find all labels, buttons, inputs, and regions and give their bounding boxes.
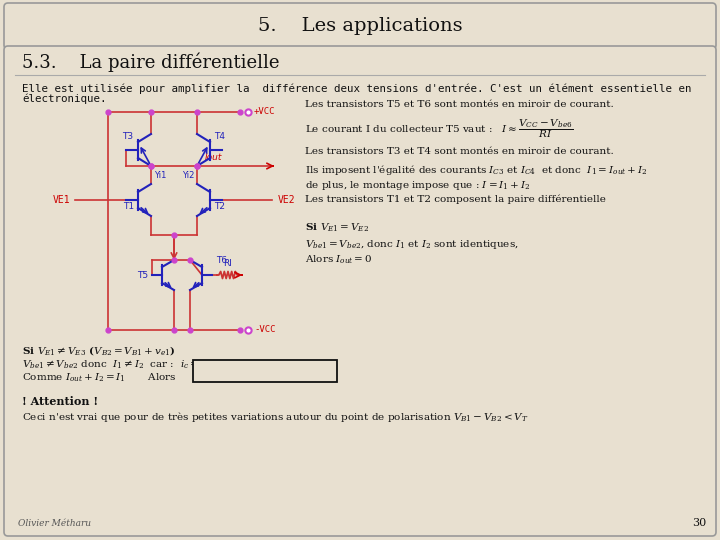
Text: RI: RI xyxy=(224,259,233,268)
Text: Si $V_{E1}=V_{E2}$: Si $V_{E1}=V_{E2}$ xyxy=(305,222,369,234)
Text: Ceci n'est vrai que pour de très petites variations autour du point de polarisat: Ceci n'est vrai que pour de très petites… xyxy=(22,410,528,424)
Text: T5: T5 xyxy=(137,271,148,280)
Text: de plus, le montage impose que : $I=I_1+I_2$: de plus, le montage impose que : $I=I_1+… xyxy=(305,179,531,192)
Text: Les transistors T3 et T4 sont montés en miroir de courant.: Les transistors T3 et T4 sont montés en … xyxy=(305,147,613,156)
Text: T1: T1 xyxy=(123,202,134,211)
Text: électronique.: électronique. xyxy=(22,94,107,105)
Text: VE2: VE2 xyxy=(278,195,296,205)
Text: T4: T4 xyxy=(215,132,225,141)
Text: $V_{be1}=V_{be2}$, donc $I_1$ et $I_2$ sont identiques,: $V_{be1}=V_{be2}$, donc $I_1$ et $I_2$ s… xyxy=(305,238,518,251)
Text: Olivier Métharu: Olivier Métharu xyxy=(18,519,91,528)
Text: Les transistors T1 et T2 composent la paire différentielle: Les transistors T1 et T2 composent la pa… xyxy=(305,195,606,205)
FancyBboxPatch shape xyxy=(193,360,337,382)
Text: T6: T6 xyxy=(216,256,227,265)
Text: Si $V_{E1}\neq V_{E3}$ ($V_{B2} = V_{B1}+v_{e1}$): Si $V_{E1}\neq V_{E3}$ ($V_{B2} = V_{B1}… xyxy=(22,344,175,357)
Text: Elle est utilisée pour amplifier la  différence deux tensions d'entrée. C'est un: Elle est utilisée pour amplifier la diff… xyxy=(22,84,691,94)
Text: +VCC: +VCC xyxy=(254,107,276,117)
Text: Ils imposent l'égalité des courants $I_{C3}$ et $I_{C4}$  et donc  $I_1=I_{out}+: Ils imposent l'égalité des courants $I_{… xyxy=(305,163,647,177)
Text: ! Attention !: ! Attention ! xyxy=(22,396,98,407)
Text: 5.3.    La paire différentielle: 5.3. La paire différentielle xyxy=(22,52,279,72)
FancyBboxPatch shape xyxy=(4,3,716,49)
Text: Les transistors T5 et T6 sont montés en miroir de courant.: Les transistors T5 et T6 sont montés en … xyxy=(305,100,613,109)
Text: Yi1: Yi1 xyxy=(154,171,166,179)
Text: Le courant I du collecteur T5 vaut :   $I \approx \dfrac{V_{CC}-V_{be6}}{RI}$: Le courant I du collecteur T5 vaut : $I … xyxy=(305,117,573,140)
Text: -VCC: -VCC xyxy=(254,326,276,334)
Text: 30: 30 xyxy=(692,518,706,528)
Text: Iout: Iout xyxy=(205,153,222,162)
Text: Yi2: Yi2 xyxy=(181,171,194,179)
Text: T2: T2 xyxy=(214,202,225,211)
Text: $I_{out} = g_m(V_{B1}-V_{B2})$: $I_{out} = g_m(V_{B1}-V_{B2})$ xyxy=(215,363,315,377)
FancyBboxPatch shape xyxy=(4,46,716,536)
Text: Alors $I_{out}=0$: Alors $I_{out}=0$ xyxy=(305,254,372,267)
Text: T3: T3 xyxy=(122,132,134,141)
Text: $V_{be1}\neq V_{be2}$ donc  $I_1\neq I_2$  car :  $i_c=g_m.v_{be}$: $V_{be1}\neq V_{be2}$ donc $I_1\neq I_2$… xyxy=(22,358,236,371)
Text: VE1: VE1 xyxy=(53,195,70,205)
Text: Comme $I_{out}+I_2=I_1$       Alors: Comme $I_{out}+I_2=I_1$ Alors xyxy=(22,372,177,384)
Text: 5.    Les applications: 5. Les applications xyxy=(258,17,462,35)
